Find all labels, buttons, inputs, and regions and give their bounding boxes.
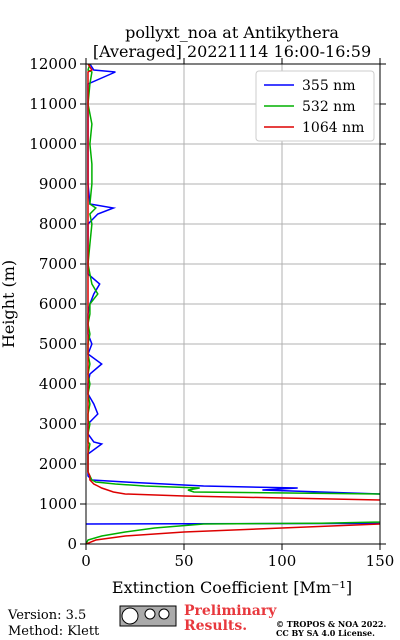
preliminary: Preliminary [184,603,277,619]
chart-subtitle: [Averaged] 20221114 16:00-16:59 [93,42,371,61]
cc-sa-icon [158,608,170,620]
legend-box [255,70,375,142]
legend: 355 nm 532 nm 1064 nm [255,70,375,142]
y-axis-label: Height (m) [0,260,18,348]
y-tick-label: 3000 [39,415,77,433]
plot-frame [85,63,381,545]
series-line [86,64,380,544]
y-tick-label: 0 [67,535,77,553]
cc-logo-circle [121,607,139,625]
y-tick-label: 11000 [29,95,77,113]
x-tick-label: 0 [81,552,91,570]
x-tick-label: 150 [366,552,395,570]
x-tick-label: 50 [174,552,193,570]
legend-label: 532 nm [302,99,355,115]
y-tick-label: 12000 [29,55,77,73]
y-tick-label: 4000 [39,375,77,393]
y-tick-label: 9000 [39,175,77,193]
chart-title: pollyxt_noa at Antikythera [125,23,339,42]
legend-label: 355 nm [302,78,355,94]
y-tick-label: 1000 [39,495,77,513]
method: Method: Klett [8,624,100,639]
y-tick-label: 7000 [39,255,77,273]
x-tick-label: 100 [268,552,297,570]
y-tick-label: 6000 [39,295,77,313]
y-tick-label: 2000 [39,455,77,473]
version: Version: 3.5 [7,608,86,623]
y-tick-label: 10000 [29,135,77,153]
copyright: © TROPOS & NOA 2022. [276,619,386,629]
plot-area: 0 50 100 150 0 1000 2000 3000 4000 5000 6000 7000 80… [29,55,395,570]
y-tick-label: 8000 [39,215,77,233]
legend-label: 1064 nm [302,120,364,136]
license: CC BY SA 4.0 License. [276,628,375,638]
results: Results. [184,618,247,634]
cc-by-icon [144,608,156,620]
y-tick-label: 5000 [39,335,77,353]
footer: Version: 3.5 Method: Klett Preliminary R… [7,603,386,639]
x-axis-label: Extinction Coefficient [Mm⁻¹] [112,578,352,597]
